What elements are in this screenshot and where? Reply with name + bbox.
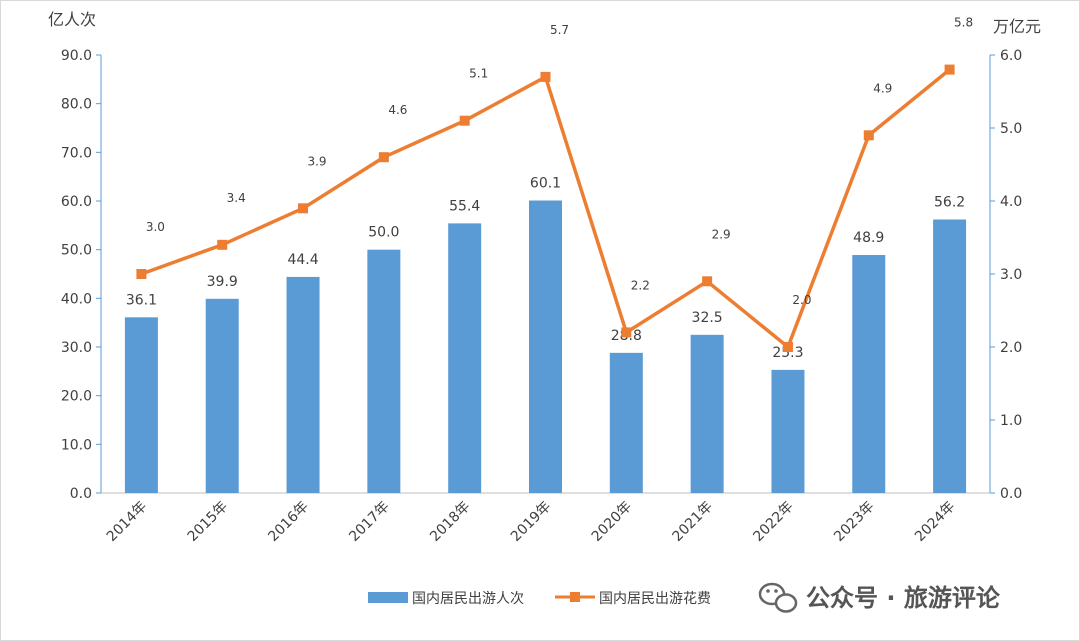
- x-tick-label: 2014年: [104, 499, 150, 545]
- line-data-label: 3.9: [307, 154, 326, 168]
- left-tick-label: 70.0: [61, 145, 92, 161]
- wechat-icon: [758, 582, 798, 613]
- right-tick-label: 2.0: [1000, 340, 1022, 356]
- line-data-label: 4.6: [388, 103, 407, 117]
- left-tick-label: 50.0: [61, 243, 92, 259]
- watermark: 公众号 · 旅游评论: [758, 582, 1001, 613]
- right-tick-label: 1.0: [1000, 413, 1022, 429]
- bar-data-label: 39.9: [207, 274, 238, 290]
- bar: [205, 298, 239, 493]
- line-marker: [702, 276, 713, 287]
- bar: [690, 334, 724, 493]
- line-marker: [863, 130, 874, 141]
- bar-data-label: 60.1: [530, 176, 561, 192]
- legend-swatch-bar: [368, 592, 408, 603]
- left-tick-label: 20.0: [61, 389, 92, 405]
- bar-data-label: 56.2: [934, 194, 965, 210]
- x-tick-label: 2017年: [346, 499, 392, 545]
- bar: [609, 352, 643, 493]
- line-data-label: 3.0: [146, 220, 165, 234]
- line-data-label: 5.8: [954, 16, 973, 30]
- bar: [852, 255, 886, 493]
- line-marker: [621, 327, 632, 338]
- legend-label-bar: 国内居民出游人次: [412, 591, 524, 607]
- right-tick-label: 0.0: [1000, 486, 1022, 502]
- line-data-label: 2.2: [631, 278, 650, 292]
- line-data-label: 2.0: [792, 293, 811, 307]
- bar-data-label: 44.4: [287, 252, 318, 268]
- bar: [286, 276, 320, 493]
- right-axis-unit: 万亿元: [993, 17, 1041, 36]
- left-tick-label: 30.0: [61, 340, 92, 356]
- x-tick-label: 2023年: [831, 499, 877, 545]
- right-tick-label: 4.0: [1000, 194, 1022, 210]
- line-data-label: 5.7: [550, 23, 569, 37]
- bar-data-label: 50.0: [368, 225, 399, 241]
- legend: 国内居民出游人次 国内居民出游花费: [368, 591, 711, 607]
- left-tick-label: 80.0: [61, 97, 92, 113]
- line-marker: [459, 115, 470, 126]
- x-tick-label: 2016年: [265, 499, 311, 545]
- bar-data-label: 55.4: [449, 198, 480, 214]
- left-tick-label: 10.0: [61, 437, 92, 453]
- line-marker: [298, 203, 309, 214]
- left-tick-label: 90.0: [61, 48, 92, 64]
- left-axis-unit: 亿人次: [48, 10, 96, 29]
- line-marker: [378, 152, 389, 163]
- bar: [367, 249, 401, 493]
- left-tick-label: 0.0: [70, 486, 92, 502]
- x-tick-label: 2021年: [670, 499, 716, 545]
- line-marker: [136, 269, 147, 279]
- line-data-label: 5.1: [469, 67, 488, 81]
- line-marker: [540, 71, 551, 82]
- x-tick-label: 2024年: [912, 499, 958, 545]
- right-tick-label: 5.0: [1000, 121, 1022, 137]
- bar-data-label: 48.9: [853, 230, 884, 246]
- bar-data-label: 36.1: [126, 292, 157, 308]
- watermark-text: 公众号 · 旅游评论: [806, 584, 1001, 612]
- bar-data-label: 32.5: [692, 310, 723, 326]
- bar: [933, 219, 967, 493]
- bar: [124, 317, 158, 493]
- left-tick-label: 60.0: [61, 194, 92, 210]
- x-tick-label: 2022年: [750, 499, 796, 545]
- right-tick-label: 3.0: [1000, 267, 1022, 283]
- bar: [448, 223, 482, 494]
- line-data-label: 4.9: [873, 81, 892, 95]
- legend-marker: [570, 592, 580, 602]
- line-data-label: 3.4: [227, 191, 246, 205]
- bar: [771, 369, 805, 493]
- bar: [529, 200, 562, 493]
- line-marker: [944, 64, 955, 75]
- right-tick-label: 6.0: [1000, 48, 1022, 64]
- bar-data-label: 25.3: [772, 345, 803, 361]
- legend-label-line: 国内居民出游花费: [599, 591, 711, 607]
- x-tick-label: 2018年: [427, 499, 473, 545]
- line-data-label: 2.9: [712, 227, 731, 241]
- x-tick-label: 2015年: [185, 499, 231, 545]
- x-tick-label: 2020年: [589, 499, 635, 545]
- x-tick-label: 2019年: [508, 499, 554, 545]
- left-tick-label: 40.0: [61, 291, 92, 307]
- line-marker: [782, 342, 793, 352]
- line-marker: [217, 239, 228, 250]
